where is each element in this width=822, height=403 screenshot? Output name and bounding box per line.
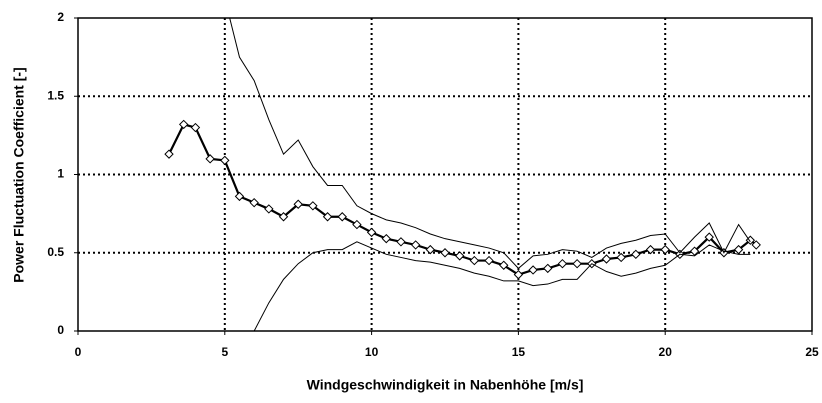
data-point <box>572 258 582 269</box>
data-point <box>733 244 744 255</box>
data-point <box>410 240 421 250</box>
data-point <box>396 237 406 247</box>
data-point <box>352 219 362 230</box>
x-tick-label: 10 <box>365 345 379 359</box>
y-tick-label: 1.5 <box>47 88 64 102</box>
data-point <box>249 197 259 208</box>
x-tick-label: 20 <box>659 345 673 359</box>
series-line <box>229 18 751 270</box>
data-point <box>631 249 641 260</box>
data-point <box>513 269 524 280</box>
plot-area <box>164 18 761 331</box>
data-point <box>454 251 465 261</box>
data-point <box>499 260 509 270</box>
data-point <box>660 244 670 255</box>
data-point <box>337 212 347 222</box>
data-point <box>178 119 189 130</box>
data-point <box>484 255 494 266</box>
data-point <box>616 252 626 263</box>
x-tick-label: 15 <box>512 345 526 359</box>
data-point <box>440 248 450 258</box>
data-point <box>689 246 700 256</box>
data-point <box>366 227 377 238</box>
y-tick-label: 0 <box>57 323 64 337</box>
data-point <box>543 263 553 274</box>
data-point <box>469 255 480 266</box>
x-tick-label: 25 <box>805 345 819 359</box>
data-point <box>645 244 656 255</box>
y-axis-title: Power Fluctuation Coefficient [-] <box>11 67 27 282</box>
data-point <box>528 265 538 275</box>
x-axis-title: Windgeschwindigkeit in Nabenhöhe [m/s] <box>307 377 584 393</box>
data-point <box>704 232 714 242</box>
plot-frame <box>77 17 813 332</box>
data-point <box>322 212 333 222</box>
data-point <box>751 240 761 250</box>
data-point <box>190 122 201 133</box>
x-tick-label: 5 <box>221 345 228 359</box>
data-point <box>164 149 174 159</box>
x-tick-label: 0 <box>75 345 82 359</box>
y-tick-label: 2 <box>57 10 64 24</box>
data-point <box>220 155 230 166</box>
y-tick-label: 1 <box>57 167 64 181</box>
series-line <box>253 241 751 331</box>
data-point <box>557 258 568 269</box>
data-point <box>264 204 274 214</box>
data-point <box>278 212 289 222</box>
data-point <box>425 244 436 255</box>
data-point <box>205 154 215 164</box>
data-point <box>601 254 612 264</box>
data-point <box>234 191 245 202</box>
y-tick-label: 0.5 <box>47 245 64 259</box>
data-point <box>293 199 303 209</box>
data-point <box>308 201 318 211</box>
data-point <box>381 233 391 244</box>
